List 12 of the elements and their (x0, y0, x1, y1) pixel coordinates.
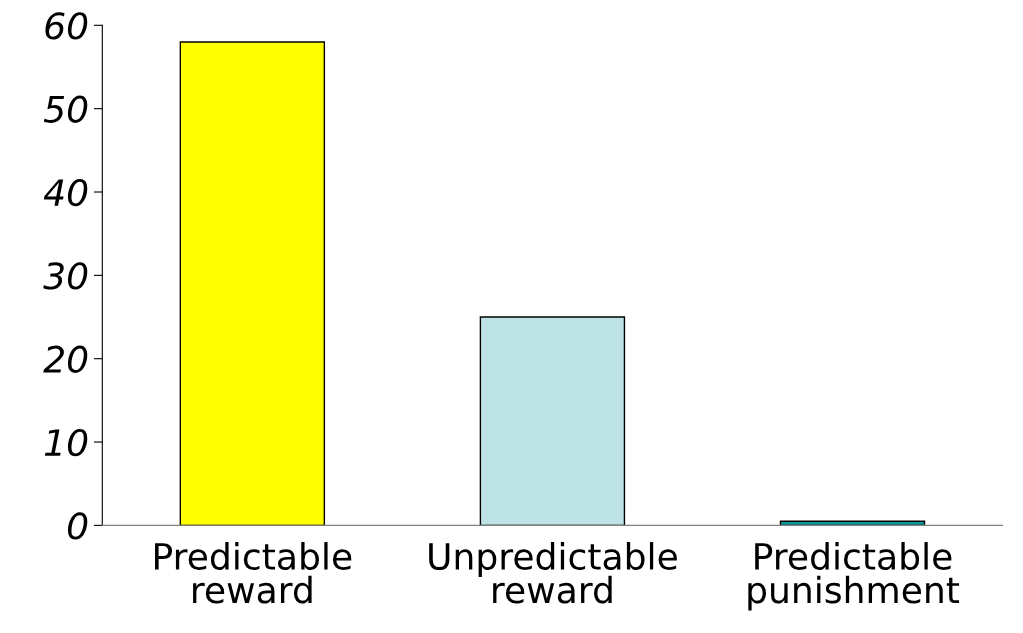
y-tick-label: 0 (67, 512, 88, 540)
y-tick-label: 10 (44, 428, 88, 457)
y-tick-label: 50 (43, 95, 88, 123)
y-tick-label: 60 (45, 12, 88, 40)
x-tick-label: Predictable punishment (748, 542, 960, 611)
x-tick-label: Predictable reward (155, 542, 352, 604)
y-tick-label: 30 (43, 262, 88, 290)
bar (179, 41, 326, 526)
bar (479, 316, 626, 526)
y-tick-label: 20 (43, 345, 88, 373)
y-tick-label: 40 (43, 178, 88, 207)
x-tick-label: Unpredictable reward (429, 542, 677, 604)
